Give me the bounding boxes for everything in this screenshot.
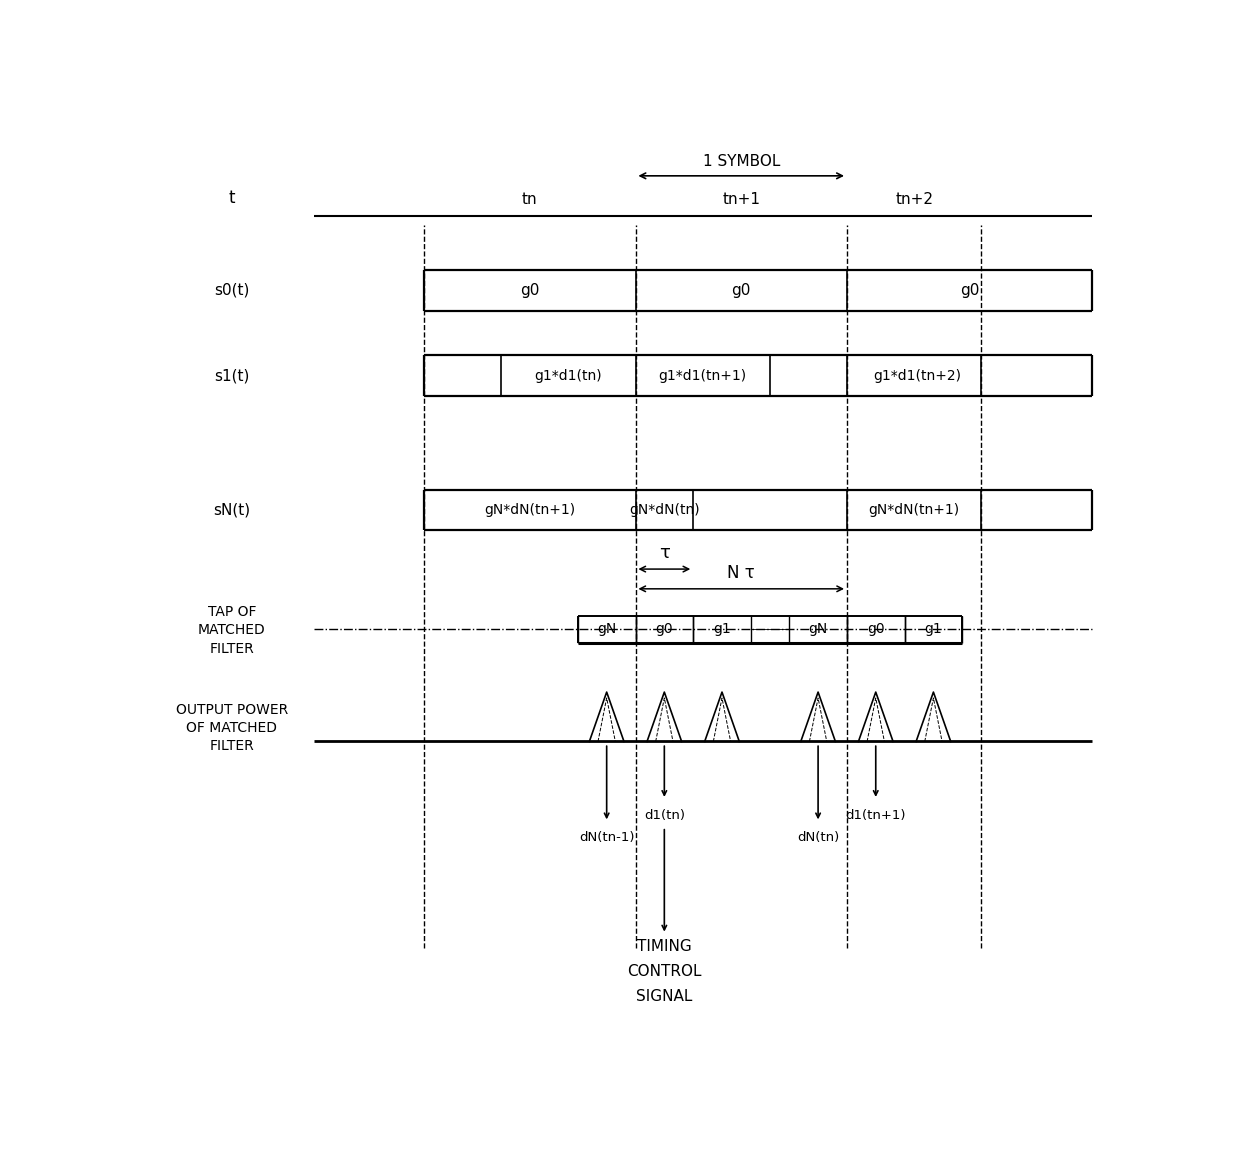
- Text: τ: τ: [658, 543, 670, 562]
- Text: s1(t): s1(t): [215, 368, 249, 384]
- Text: g1*d1(tn+1): g1*d1(tn+1): [658, 368, 746, 382]
- Text: tn: tn: [522, 192, 538, 208]
- Text: 1 SYMBOL: 1 SYMBOL: [703, 154, 780, 169]
- Text: t: t: [228, 189, 236, 208]
- Text: g0: g0: [656, 623, 673, 637]
- Text: TIMING: TIMING: [637, 939, 692, 954]
- Text: SIGNAL: SIGNAL: [636, 989, 692, 1004]
- Text: N τ: N τ: [728, 563, 755, 582]
- Text: gN: gN: [596, 623, 616, 637]
- Text: gN: gN: [808, 623, 828, 637]
- Text: g0: g0: [520, 283, 539, 297]
- Text: OUTPUT POWER
OF MATCHED
FILTER: OUTPUT POWER OF MATCHED FILTER: [176, 703, 288, 753]
- Text: sN(t): sN(t): [213, 503, 250, 518]
- Text: g1: g1: [713, 623, 730, 637]
- Text: tn+2: tn+2: [895, 192, 934, 208]
- Text: dN(tn): dN(tn): [797, 831, 839, 844]
- Text: CONTROL: CONTROL: [627, 964, 702, 979]
- Text: g0: g0: [960, 283, 980, 297]
- Text: g1: g1: [925, 623, 942, 637]
- Text: g1*d1(tn+2): g1*d1(tn+2): [873, 368, 961, 382]
- Text: d1(tn): d1(tn): [644, 809, 684, 822]
- Text: g0: g0: [732, 283, 751, 297]
- Text: gN*dN(tn+1): gN*dN(tn+1): [869, 504, 960, 518]
- Text: s0(t): s0(t): [215, 283, 249, 297]
- Text: g0: g0: [867, 623, 884, 637]
- Text: gN*dN(tn+1): gN*dN(tn+1): [485, 504, 575, 518]
- Text: d1(tn+1): d1(tn+1): [846, 809, 906, 822]
- Text: gN*dN(tn): gN*dN(tn): [629, 504, 699, 518]
- Text: TAP OF
MATCHED
FILTER: TAP OF MATCHED FILTER: [198, 605, 265, 655]
- Text: tn+1: tn+1: [722, 192, 760, 208]
- Text: dN(tn-1): dN(tn-1): [579, 831, 635, 844]
- Text: g1*d1(tn): g1*d1(tn): [534, 368, 603, 382]
